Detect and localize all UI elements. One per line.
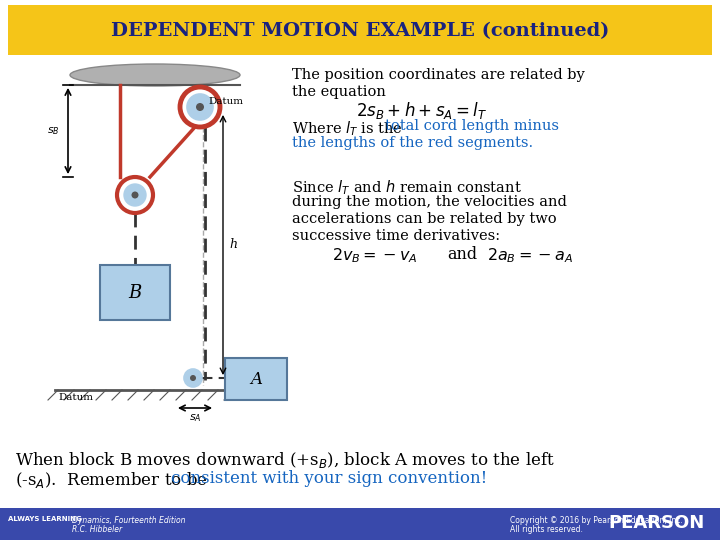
Text: Datum: Datum — [58, 393, 93, 402]
Text: the equation: the equation — [292, 85, 386, 99]
Text: h: h — [229, 239, 237, 252]
Bar — [225, 358, 287, 400]
Text: All rights reserved.: All rights reserved. — [510, 525, 583, 534]
Circle shape — [196, 103, 204, 111]
Text: $2a_B = -a_A$: $2a_B = -a_A$ — [487, 246, 573, 265]
Text: $2v_B = -v_A$: $2v_B = -v_A$ — [332, 246, 418, 265]
Text: B: B — [128, 284, 142, 301]
Circle shape — [132, 192, 138, 199]
Circle shape — [184, 369, 202, 387]
Text: (-s$_A$).  Remember to be: (-s$_A$). Remember to be — [15, 470, 209, 490]
Text: ALWAYS LEARNING: ALWAYS LEARNING — [8, 516, 82, 522]
Text: Dynamics, Fourteenth Edition: Dynamics, Fourteenth Edition — [72, 516, 186, 525]
Bar — [100, 265, 170, 320]
Text: total cord length minus: total cord length minus — [385, 119, 559, 133]
Bar — [8, 5, 712, 55]
Text: Since $l_T$ and $h$ remain constant: Since $l_T$ and $h$ remain constant — [292, 178, 522, 197]
Text: Where $l_T$ is the: Where $l_T$ is the — [292, 119, 404, 138]
Circle shape — [190, 375, 196, 381]
Text: accelerations can be related by two: accelerations can be related by two — [292, 212, 557, 226]
Text: Datum: Datum — [208, 98, 243, 106]
Text: R.C. Hibbeler: R.C. Hibbeler — [72, 525, 122, 534]
Text: DEPENDENT MOTION EXAMPLE (continued): DEPENDENT MOTION EXAMPLE (continued) — [111, 22, 609, 40]
Text: $2s_B + h + s_A = l_T$: $2s_B + h + s_A = l_T$ — [356, 100, 487, 121]
Text: A: A — [250, 370, 262, 388]
Text: The position coordinates are related by: The position coordinates are related by — [292, 68, 585, 82]
Text: during the motion, the velocities and: during the motion, the velocities and — [292, 195, 567, 209]
Text: consistent with your sign convention!: consistent with your sign convention! — [171, 470, 487, 487]
Text: Copyright © 2016 by Pearson Education, Inc.: Copyright © 2016 by Pearson Education, I… — [510, 516, 683, 525]
Text: $s_A$: $s_A$ — [189, 412, 202, 424]
Ellipse shape — [70, 64, 240, 86]
Text: When block B moves downward (+s$_B$), block A moves to the left: When block B moves downward (+s$_B$), bl… — [15, 450, 555, 470]
Text: the lengths of the red segments.: the lengths of the red segments. — [292, 136, 533, 150]
Bar — [0, 508, 720, 540]
Text: successive time derivatives:: successive time derivatives: — [292, 229, 500, 243]
Text: PEARSON: PEARSON — [608, 514, 705, 532]
Text: $s_B$: $s_B$ — [48, 125, 60, 137]
Circle shape — [124, 184, 146, 206]
Text: and: and — [447, 246, 477, 263]
Circle shape — [187, 94, 213, 120]
